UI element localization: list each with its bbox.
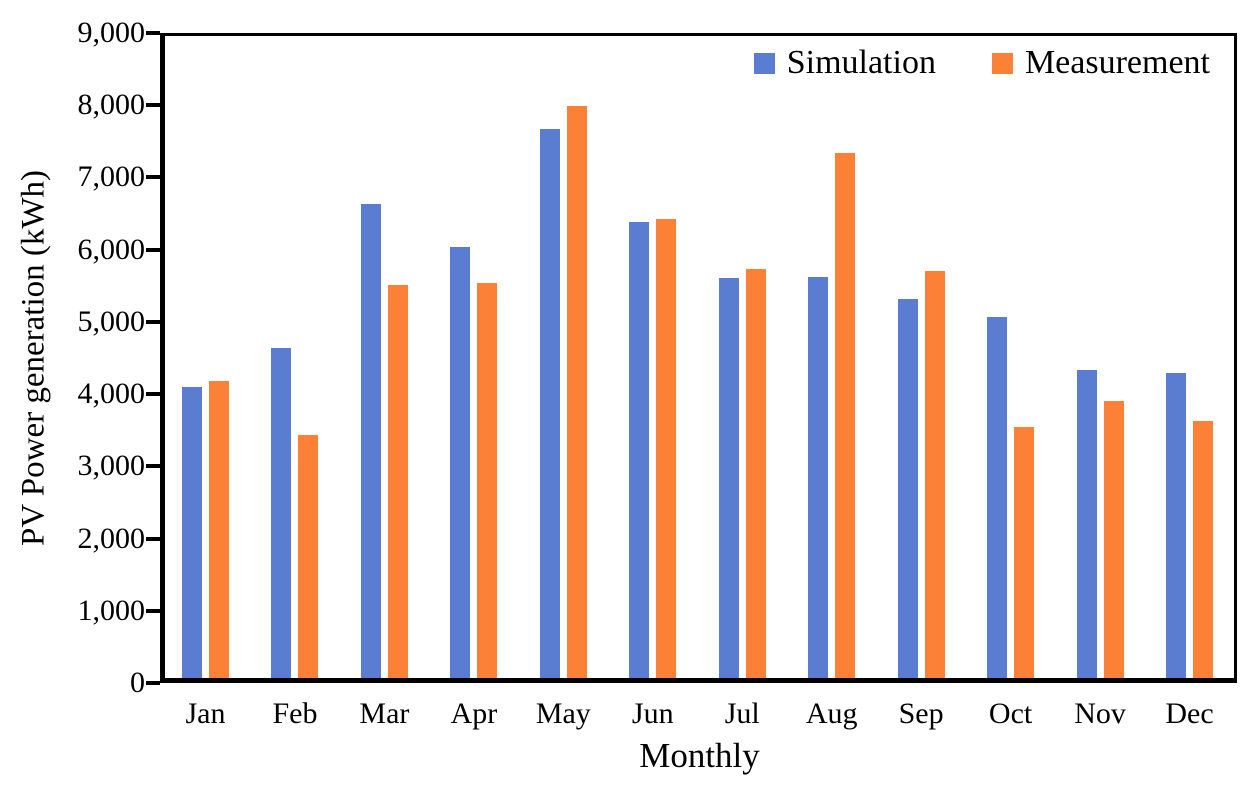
bar-measurement-feb (298, 434, 319, 678)
month-group-apr (450, 36, 498, 678)
bar-simulation-jul (718, 277, 739, 678)
y-tick-mark (146, 247, 160, 252)
bar-measurement-mar (387, 284, 408, 678)
month-group-oct (987, 36, 1035, 678)
x-tick-label-oct: Oct (988, 697, 1033, 730)
bar-simulation-dec (1165, 373, 1186, 678)
month-group-aug (808, 36, 856, 678)
y-axis-title: PV Power generation (kWh) (15, 169, 52, 547)
y-tick-mark (146, 681, 160, 685)
legend: Simulation Measurement (753, 44, 1210, 82)
legend-label-measurement: Measurement (1024, 44, 1210, 81)
y-tick-mark (146, 608, 160, 613)
legend-label-simulation: Simulation (786, 44, 936, 81)
y-tick-mark (146, 31, 160, 35)
measurement-swatch-icon (991, 52, 1013, 74)
bar-simulation-jun (629, 222, 650, 678)
y-tick-mark (146, 175, 160, 180)
y-tick-label: 5,000 (77, 304, 146, 338)
y-tick-mark (146, 319, 160, 324)
bar-simulation-sep (897, 298, 918, 678)
bar-measurement-may (566, 105, 587, 678)
month-group-feb (271, 36, 319, 678)
bar-measurement-nov (1103, 401, 1124, 678)
month-group-jan (182, 36, 229, 678)
bar-simulation-aug (808, 277, 829, 678)
bar-measurement-aug (835, 153, 856, 678)
month-group-mar (360, 36, 408, 678)
y-tick-label: 1,000 (77, 593, 146, 627)
x-tick-label-dec: Dec (1165, 697, 1214, 730)
x-tick-label-jun: Jun (631, 697, 674, 730)
bar-measurement-jul (745, 269, 766, 678)
legend-item-measurement: Measurement (991, 44, 1210, 82)
bar-measurement-sep (924, 271, 945, 678)
month-group-jul (718, 36, 766, 678)
y-tick-label: 8,000 (77, 88, 146, 122)
x-tick-label-may: May (535, 697, 591, 730)
y-tick-label: 4,000 (77, 377, 146, 411)
x-tick-label-mar: Mar (359, 697, 410, 730)
y-tick-mark (146, 464, 160, 469)
month-group-may (539, 36, 587, 678)
plot-area: Simulation Measurement (160, 33, 1237, 683)
bar-simulation-nov (1076, 369, 1097, 678)
x-tick-label-aug: Aug (805, 697, 858, 730)
x-axis-title: Monthly (639, 736, 760, 775)
month-group-sep (897, 36, 945, 678)
bar-simulation-jan (182, 386, 202, 678)
y-tick-label: 2,000 (77, 521, 146, 555)
x-tick-label-sep: Sep (898, 697, 944, 730)
x-tick-label-jan: Jan (185, 697, 226, 730)
month-group-nov (1076, 36, 1124, 678)
bar-simulation-feb (271, 347, 292, 678)
y-tick-label: 3,000 (77, 449, 146, 483)
simulation-swatch-icon (753, 52, 775, 74)
bar-measurement-oct (1014, 426, 1035, 678)
bars-container (165, 36, 1234, 678)
x-tick-label-feb: Feb (272, 697, 318, 730)
y-tick-mark (146, 392, 160, 397)
x-axis-labels: Jan Feb Mar Apr May Jun Jul Aug Sep Oct Nov Dec (165, 697, 1234, 731)
bar-measurement-apr (477, 282, 498, 678)
bar-simulation-apr (450, 247, 471, 678)
month-group-jun (629, 36, 677, 678)
bar-simulation-mar (360, 203, 381, 678)
x-tick-label-jul: Jul (724, 697, 760, 730)
y-tick-label: 7,000 (77, 160, 146, 194)
y-tick-label: 0 (130, 666, 145, 699)
bar-simulation-oct (987, 317, 1008, 678)
month-group-dec (1165, 36, 1213, 678)
bar-measurement-jan (209, 381, 229, 678)
y-tick-mark (146, 536, 160, 541)
x-tick-label-nov: Nov (1074, 697, 1126, 730)
legend-item-simulation: Simulation (753, 44, 936, 82)
y-tick-mark (146, 103, 160, 108)
bar-measurement-dec (1192, 421, 1213, 678)
y-tick-label: 6,000 (77, 232, 146, 266)
x-tick-label-apr: Apr (450, 697, 498, 730)
bar-simulation-may (539, 128, 560, 678)
bar-measurement-jun (656, 218, 677, 678)
y-tick-label: 9,000 (77, 16, 146, 49)
